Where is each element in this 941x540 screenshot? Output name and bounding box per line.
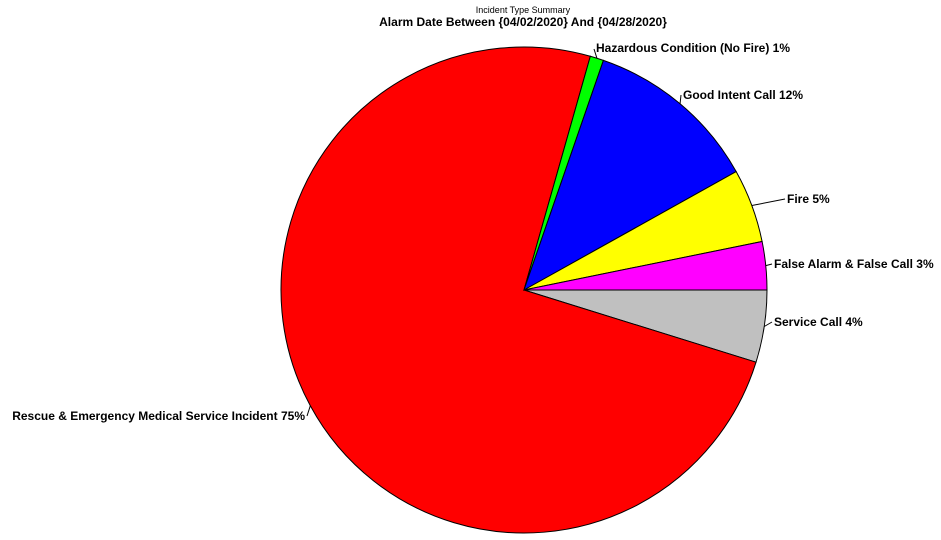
leader-line	[593, 48, 598, 59]
leader-line	[306, 405, 311, 417]
slice-label: False Alarm & False Call 3%	[774, 257, 934, 271]
leader-line	[765, 263, 773, 267]
slice-label: Good Intent Call 12%	[683, 88, 803, 102]
slice-label: Service Call 4%	[774, 315, 863, 329]
slice-label: Hazardous Condition (No Fire) 1%	[596, 41, 790, 55]
leader-line	[751, 198, 786, 207]
leader-line	[679, 94, 682, 104]
slice-label: Rescue & Emergency Medical Service Incid…	[12, 409, 305, 423]
chart-supertitle: Incident Type Summary	[475, 5, 571, 15]
pie-slice	[280, 46, 757, 534]
leader-line	[763, 321, 773, 327]
pie-slice	[523, 59, 737, 292]
chart-title: Alarm Date Between {04/02/2020} And {04/…	[379, 15, 667, 29]
slice-label: Fire 5%	[787, 192, 830, 206]
